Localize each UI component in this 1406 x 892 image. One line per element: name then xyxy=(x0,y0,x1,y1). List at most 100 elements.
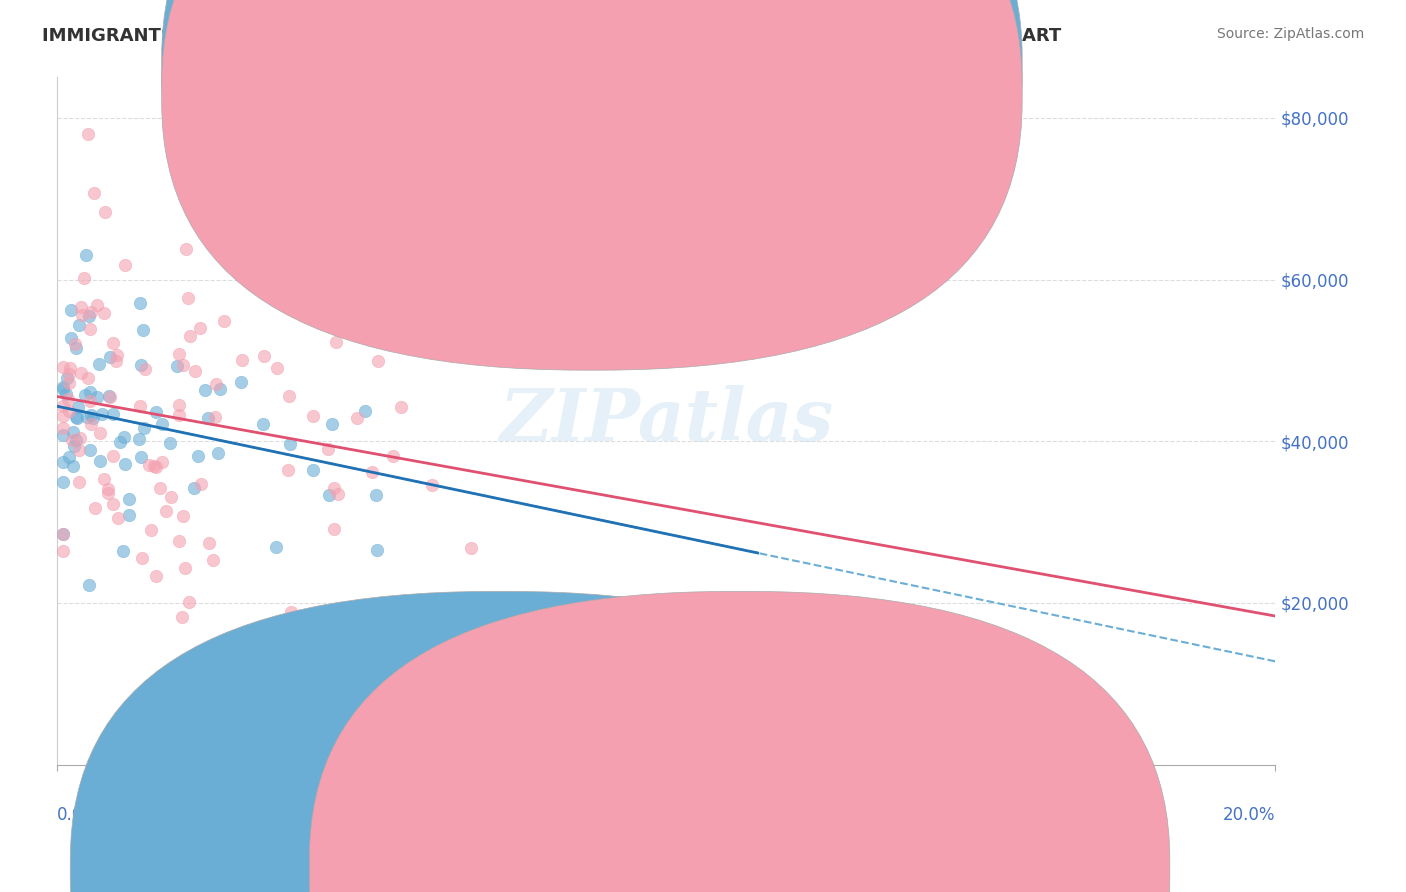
Text: 20.0%: 20.0% xyxy=(1223,805,1275,823)
Immigrants from Belize xyxy=(62,425,84,439)
Text: ZIPatlas: ZIPatlas xyxy=(499,385,834,457)
Immigrants from Ghana xyxy=(450,213,472,227)
Immigrants from Ghana xyxy=(367,354,389,368)
Immigrants from Ghana xyxy=(214,314,236,328)
Immigrants from Belize xyxy=(55,370,77,384)
Text: Immigrants from Ghana: Immigrants from Ghana xyxy=(752,849,935,863)
Immigrants from Ghana xyxy=(239,257,262,271)
Immigrants from Ghana xyxy=(346,411,368,425)
Immigrants from Belize xyxy=(77,309,100,323)
Immigrants from Belize xyxy=(129,450,152,464)
Immigrants from Belize xyxy=(91,407,114,421)
Immigrants from Belize xyxy=(183,481,205,495)
Immigrants from Belize xyxy=(97,389,120,403)
Immigrants from Ghana xyxy=(184,364,207,378)
Immigrants from Ghana xyxy=(202,553,225,567)
Immigrants from Ghana xyxy=(67,442,90,457)
Text: 0.0%: 0.0% xyxy=(58,805,98,823)
Immigrants from Belize xyxy=(152,417,174,431)
Immigrants from Ghana xyxy=(312,209,335,223)
Immigrants from Belize xyxy=(66,410,89,425)
Immigrants from Belize xyxy=(98,350,121,364)
Immigrants from Ghana xyxy=(389,400,412,414)
Immigrants from Ghana xyxy=(52,409,75,423)
Immigrants from Belize xyxy=(159,436,181,450)
Immigrants from Ghana xyxy=(52,543,75,558)
Immigrants from Ghana xyxy=(325,334,347,349)
Immigrants from Ghana xyxy=(105,354,128,368)
Immigrants from Ghana xyxy=(323,522,346,536)
Immigrants from Ghana xyxy=(159,490,181,504)
Immigrants from Ghana xyxy=(94,205,117,219)
Immigrants from Ghana xyxy=(58,368,80,382)
Immigrants from Belize xyxy=(76,410,98,425)
Immigrants from Ghana xyxy=(101,497,124,511)
Immigrants from Ghana xyxy=(79,394,101,409)
Immigrants from Belize xyxy=(62,459,84,474)
Immigrants from Belize xyxy=(266,540,288,554)
Immigrants from Belize xyxy=(129,358,152,372)
Immigrants from Ghana xyxy=(167,398,190,412)
Immigrants from Ghana xyxy=(318,442,340,456)
Immigrants from Ghana xyxy=(460,541,482,555)
Immigrants from Ghana xyxy=(59,361,82,376)
Immigrants from Belize xyxy=(321,417,343,431)
Immigrants from Ghana xyxy=(114,258,136,272)
Immigrants from Ghana xyxy=(143,458,166,473)
Immigrants from Belize xyxy=(75,248,97,262)
Immigrants from Belize xyxy=(60,331,83,345)
Immigrants from Ghana xyxy=(52,399,75,413)
Immigrants from Ghana xyxy=(52,421,75,435)
Immigrants from Ghana xyxy=(60,434,83,448)
Immigrants from Ghana xyxy=(173,508,195,523)
Text: Immigrants from Belize: Immigrants from Belize xyxy=(513,849,692,863)
Immigrants from Ghana xyxy=(148,481,170,495)
Immigrants from Ghana xyxy=(420,478,443,492)
Immigrants from Ghana xyxy=(188,321,211,335)
Text: R = -0.207  N = 68: R = -0.207 N = 68 xyxy=(598,67,742,82)
Immigrants from Ghana xyxy=(67,475,90,489)
Immigrants from Ghana xyxy=(177,594,200,608)
Immigrants from Ghana xyxy=(205,376,228,391)
Immigrants from Ghana xyxy=(83,186,105,201)
Immigrants from Ghana xyxy=(80,417,103,431)
Immigrants from Belize xyxy=(66,400,89,414)
Immigrants from Ghana xyxy=(145,569,167,583)
Immigrants from Ghana xyxy=(361,466,384,480)
Immigrants from Ghana xyxy=(134,362,156,376)
Immigrants from Belize xyxy=(82,410,104,425)
Immigrants from Belize xyxy=(318,488,340,502)
Immigrants from Ghana xyxy=(77,127,100,141)
Immigrants from Belize xyxy=(112,543,135,558)
Immigrants from Ghana xyxy=(63,336,86,351)
Immigrants from Belize xyxy=(366,543,388,558)
Immigrants from Ghana xyxy=(58,404,80,418)
Immigrants from Belize xyxy=(77,577,100,591)
Immigrants from Ghana xyxy=(56,392,79,406)
Immigrants from Ghana xyxy=(198,536,221,550)
Immigrants from Ghana xyxy=(155,504,177,518)
Immigrants from Belize xyxy=(52,527,75,541)
Immigrants from Belize xyxy=(197,410,219,425)
Immigrants from Ghana xyxy=(169,408,191,422)
Immigrants from Ghana xyxy=(72,270,94,285)
Immigrants from Ghana xyxy=(190,477,212,491)
Immigrants from Belize xyxy=(89,454,111,468)
Immigrants from Ghana xyxy=(150,455,173,469)
Immigrants from Belize xyxy=(79,385,101,400)
Immigrants from Ghana xyxy=(105,348,128,362)
Immigrants from Ghana xyxy=(103,449,125,463)
Immigrants from Ghana xyxy=(172,358,194,372)
Immigrants from Ghana xyxy=(172,609,194,624)
Immigrants from Belize xyxy=(209,382,232,396)
Immigrants from Ghana xyxy=(138,458,160,472)
Immigrants from Belize xyxy=(67,318,90,333)
Immigrants from Ghana xyxy=(79,322,101,336)
Immigrants from Belize xyxy=(112,430,135,444)
Immigrants from Ghana xyxy=(101,336,124,351)
Text: Source: ZipAtlas.com: Source: ZipAtlas.com xyxy=(1216,27,1364,41)
Immigrants from Ghana xyxy=(128,400,150,414)
Immigrants from Ghana xyxy=(70,366,93,380)
Immigrants from Ghana xyxy=(145,460,167,475)
Immigrants from Belize xyxy=(101,407,124,421)
